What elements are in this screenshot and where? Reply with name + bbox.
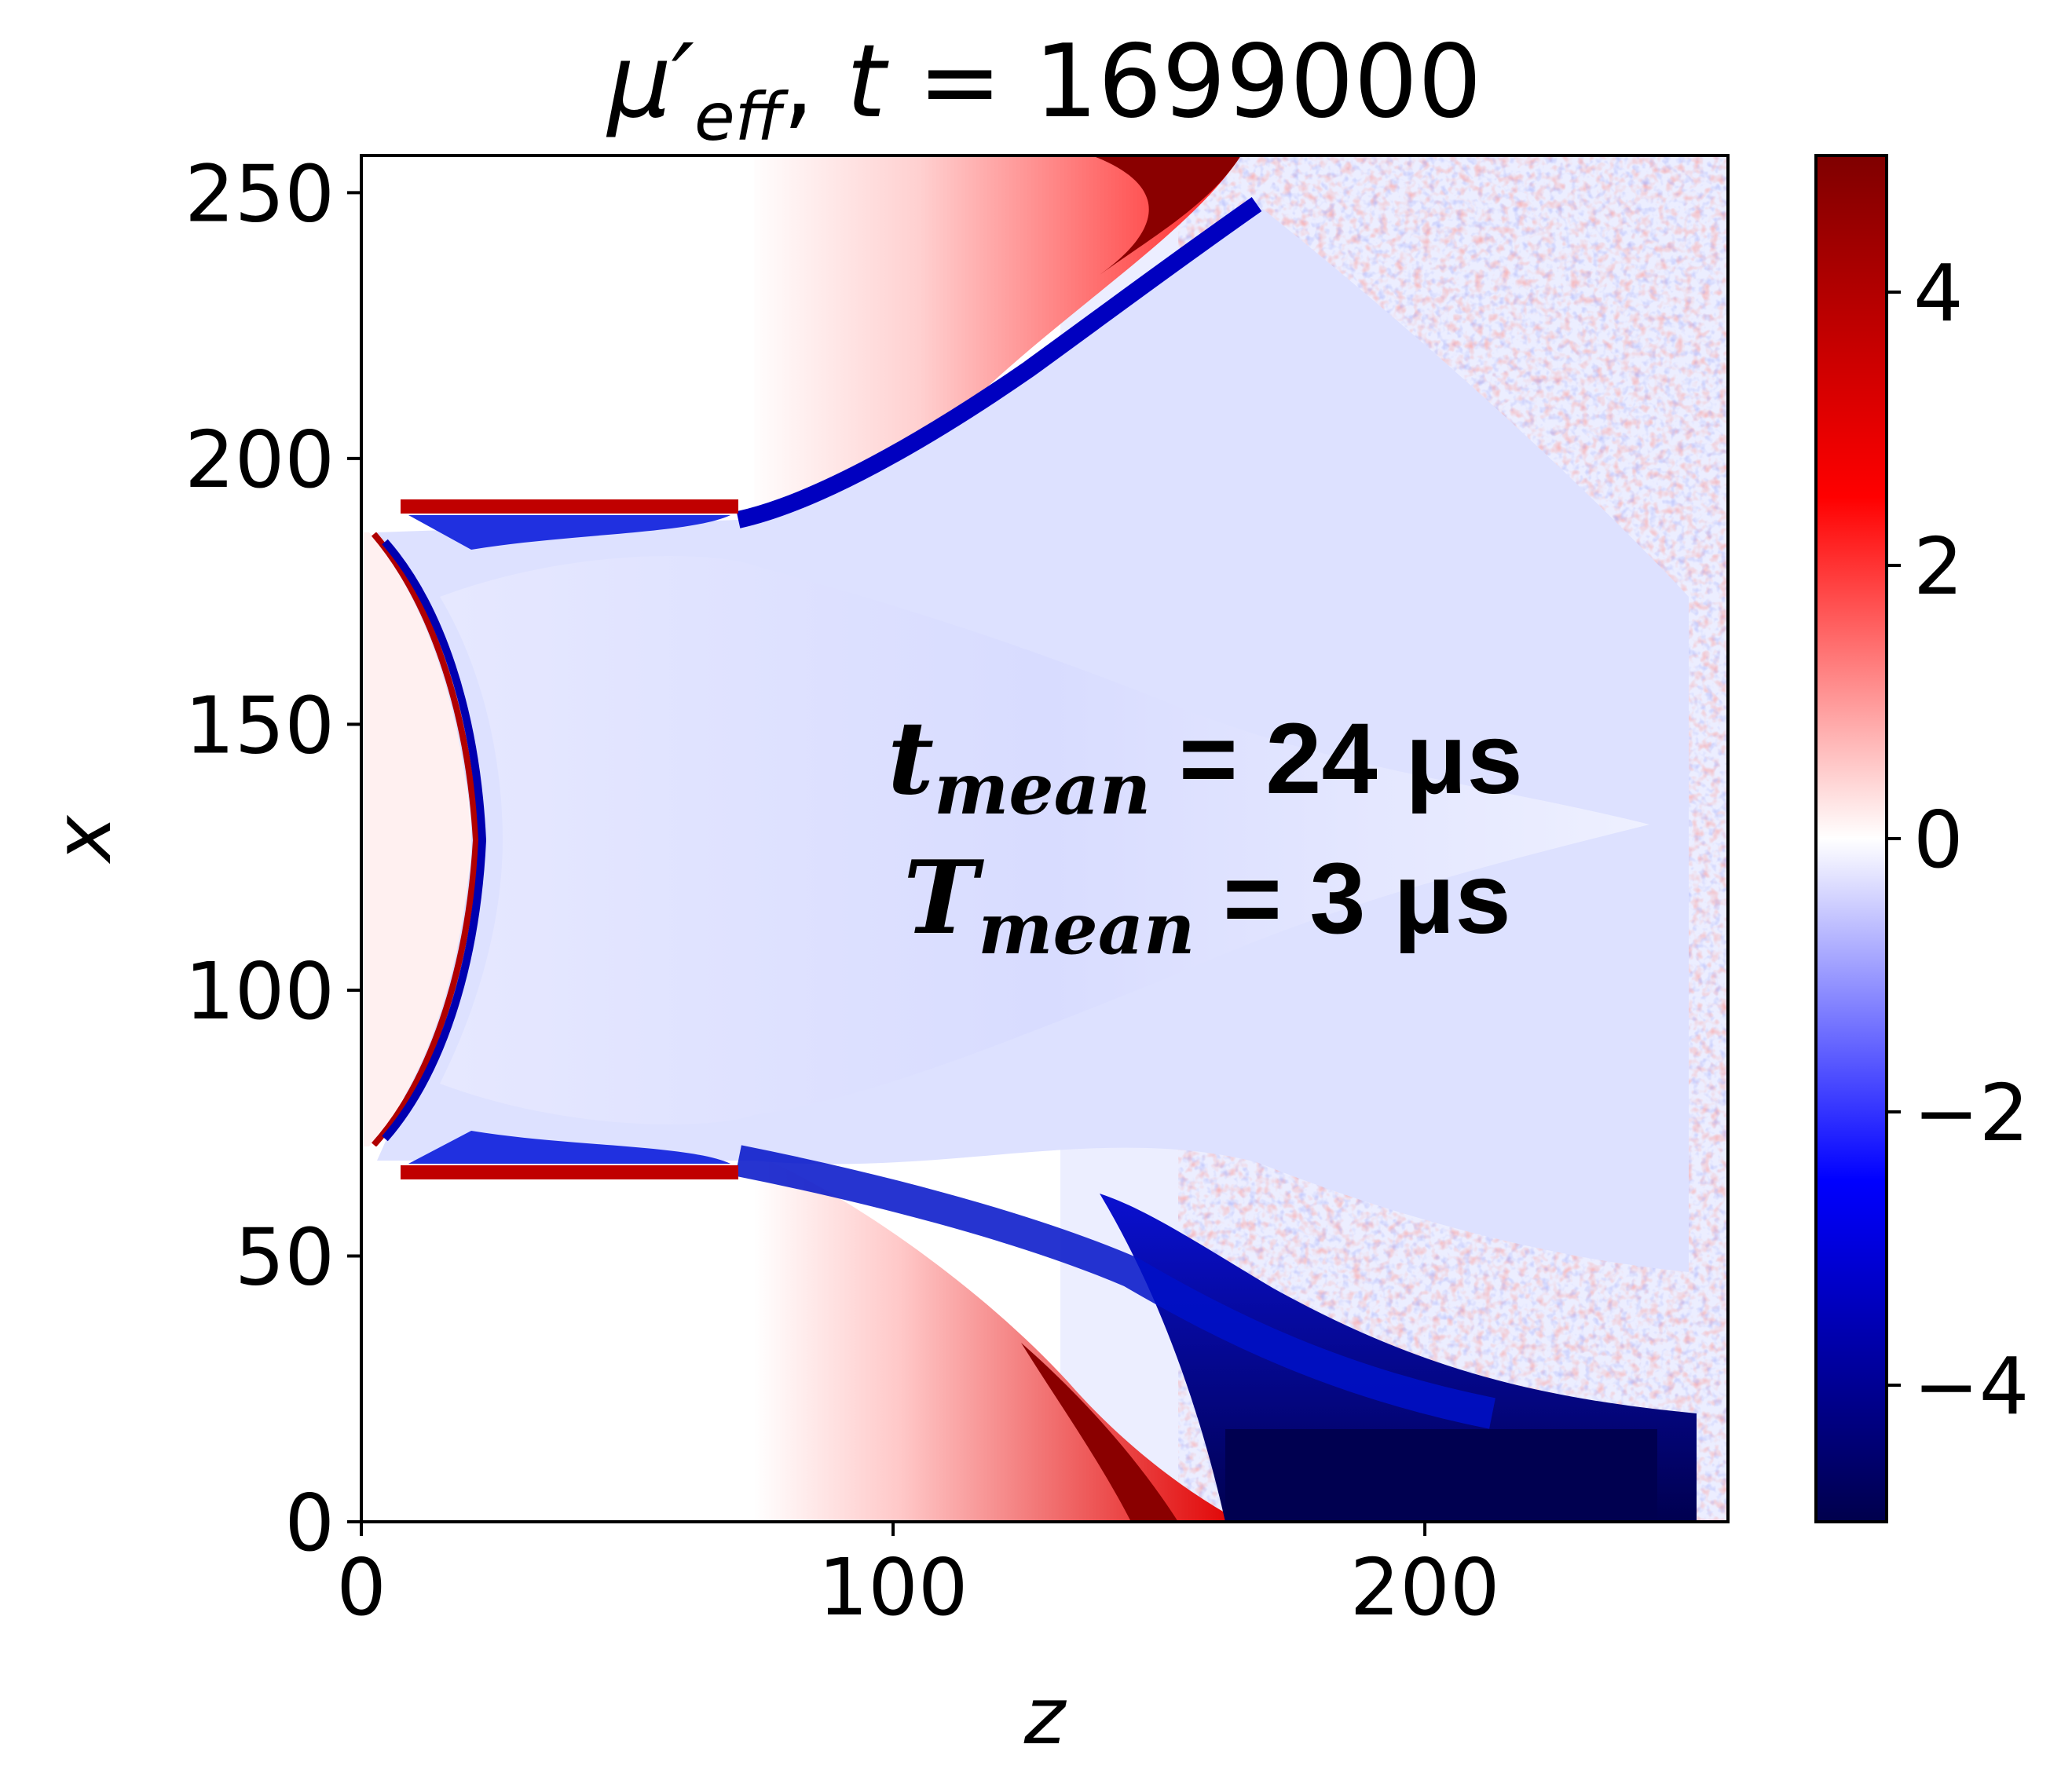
y-tick-label-2: 100 [185, 945, 335, 1037]
title-separator: , [782, 24, 846, 141]
title-subscript: eff [694, 79, 789, 155]
y-tick-label-3: 150 [185, 679, 335, 771]
colorbar [1814, 154, 1888, 1523]
nozzle-bottom-rim [401, 1165, 738, 1179]
x-axis-ticks: 0 100 200 [336, 1522, 1500, 1633]
inflow-cap [361, 532, 471, 1146]
y-tick-label-4: 200 [185, 414, 335, 506]
heatmap-field [361, 155, 1728, 1522]
nozzle-top-rim [401, 499, 738, 514]
colorbar-tick-label-0: 4 [1913, 247, 1964, 339]
x-tick-label-0: 0 [336, 1541, 386, 1633]
y-tick-label-0: 0 [284, 1477, 335, 1569]
x-axis-label: z [1023, 1670, 1067, 1762]
title-symbol: μ′ [606, 24, 694, 141]
plot-frame [360, 154, 1730, 1523]
bottom-red-plume [754, 1154, 1241, 1522]
chart-title: μ′eff, t = 1699000 [606, 24, 1481, 155]
title-equals: = [886, 24, 1034, 141]
x-tick-label-2: 200 [1350, 1541, 1500, 1633]
colorbar-ticks: 4 2 0 −2 −4 [1887, 247, 2029, 1432]
colorbar-tick-label-2: 0 [1913, 794, 1964, 886]
x-tick-label-1: 100 [818, 1541, 968, 1633]
title-time-value: 1699000 [1034, 24, 1481, 141]
y-tick-label-5: 250 [185, 148, 335, 239]
y-tick-label-1: 50 [235, 1211, 335, 1303]
annotation-T-mean: Tmean = 3 μs [903, 839, 1511, 971]
colorbar-tick-label-1: 2 [1913, 521, 1964, 612]
top-red-plume [746, 155, 1241, 514]
lower-jet-edge [735, 1145, 1495, 1429]
colorbar-tick-label-4: −4 [1913, 1340, 2029, 1432]
colorbar-tick-label-3: −2 [1913, 1067, 2029, 1159]
y-axis-label: x [37, 814, 129, 865]
upper-jet-edge [736, 196, 1262, 528]
y-axis-ticks: 0 50 100 150 200 250 [185, 148, 361, 1569]
annotation-t-mean: tmean = 24 μs [888, 700, 1523, 831]
title-time-var: t [847, 24, 890, 141]
